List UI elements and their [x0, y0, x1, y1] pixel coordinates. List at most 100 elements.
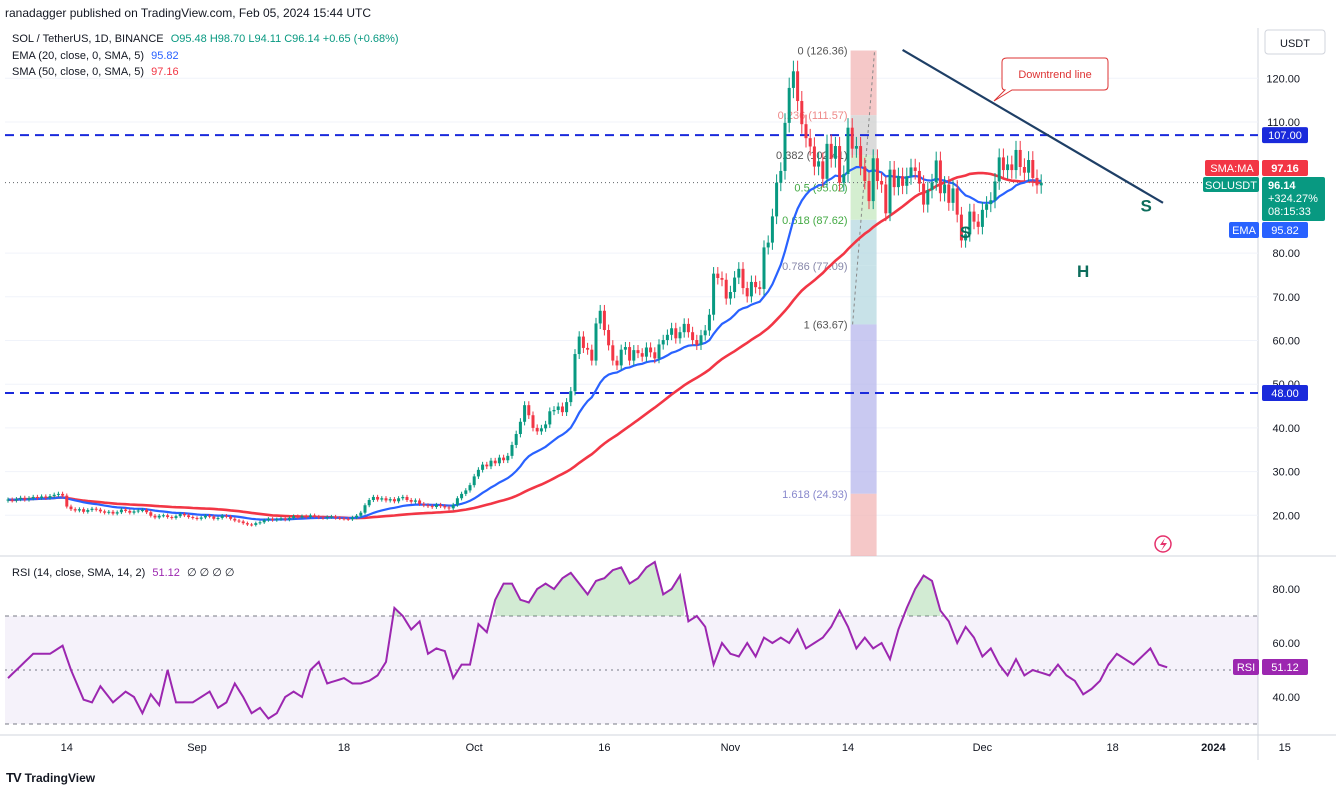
candle-body	[371, 496, 375, 501]
sma50-line	[7, 171, 1042, 520]
callout-text: Downtrend line	[1018, 69, 1091, 81]
horizontal-level-badge	[1262, 127, 1308, 144]
candle-body	[527, 405, 531, 416]
candle-body	[724, 279, 728, 299]
candle-body	[884, 184, 888, 214]
candle-body	[1022, 167, 1026, 173]
candle-body	[548, 411, 552, 425]
candle-body	[430, 506, 434, 508]
candle-body	[35, 496, 39, 498]
price-tick-label: 80.00	[1272, 248, 1300, 260]
candle-body	[128, 510, 132, 513]
candle-body	[653, 352, 657, 359]
candle-body	[245, 523, 249, 525]
time-tick-label: Nov	[721, 742, 741, 754]
candle-body	[838, 146, 842, 183]
head-label: H	[1077, 262, 1089, 281]
candle-body	[888, 169, 892, 214]
sma-legend[interactable]: SMA (50, close, 0, SMA, 5) 97.16	[12, 66, 179, 78]
candle-body	[69, 506, 73, 510]
candle-body	[233, 518, 237, 521]
price-tick-label: 40.00	[1272, 423, 1300, 435]
candle-body	[350, 517, 354, 520]
candle-body	[405, 496, 409, 501]
candle-body	[623, 347, 627, 350]
rsi-value-badge-text: 51.12	[1271, 662, 1299, 674]
candle-body	[149, 512, 153, 516]
candle-body	[787, 87, 791, 123]
rsi-tick-label: 60.00	[1272, 638, 1300, 650]
candle-body	[65, 495, 69, 507]
horizontal-level-label: 107.00	[1268, 130, 1302, 142]
fib-level-label: 0.618 (87.62)	[782, 215, 847, 227]
candle-body	[174, 516, 178, 518]
candle-body	[485, 464, 489, 467]
time-tick-label: Dec	[973, 742, 993, 754]
sma-name-badge	[1205, 160, 1259, 176]
ema-legend[interactable]: EMA (20, close, 0, SMA, 5) 95.82	[12, 50, 179, 62]
candle-body	[82, 509, 86, 512]
candle-body	[287, 517, 291, 520]
fib-trend-line	[852, 50, 876, 325]
candle-body	[77, 509, 81, 511]
candle-body	[418, 500, 422, 504]
candles-group	[6, 60, 1043, 527]
candle-body	[434, 504, 438, 507]
candle-body	[166, 515, 170, 518]
fib-level-label: 0.236 (111.57)	[778, 110, 848, 122]
candle-body	[6, 499, 10, 501]
candle-body	[833, 146, 837, 159]
candle-body	[443, 506, 447, 508]
candle-body	[800, 101, 804, 125]
alert-bolt-glyph	[1160, 538, 1167, 551]
time-tick-label: 14	[842, 742, 854, 754]
fib-level-label: 1 (63.67)	[804, 319, 848, 331]
candle-body	[976, 221, 980, 227]
candle-body	[892, 169, 896, 188]
candle-body	[695, 340, 699, 345]
price-tick-label: 110.00	[1267, 117, 1300, 129]
sma-legend-value: 97.16	[151, 66, 179, 78]
candle-body	[955, 188, 959, 215]
candle-body	[413, 500, 417, 502]
candle-body	[212, 516, 216, 519]
candle-body	[237, 520, 241, 522]
tradingview-logo-icon: TV	[6, 770, 22, 785]
candle-body	[1010, 164, 1014, 171]
rsi-tick-label: 80.00	[1272, 584, 1300, 596]
left-shoulder-label: S	[960, 223, 971, 242]
candle-body	[611, 345, 615, 361]
candle-body	[481, 464, 485, 470]
candle-body	[98, 509, 102, 512]
candle-body	[493, 460, 497, 464]
candle-body	[451, 504, 455, 509]
candle-body	[153, 515, 157, 518]
symbol-legend[interactable]: SOL / TetherUS, 1D, BINANCE O95.48 H98.7…	[12, 33, 399, 45]
candle-body	[817, 161, 821, 167]
candle-body	[254, 523, 258, 525]
candle-body	[397, 498, 401, 502]
candle-body	[90, 508, 94, 511]
candle-body	[195, 517, 199, 519]
candle-body	[821, 161, 825, 179]
candle-body	[594, 323, 598, 361]
rsi-legend[interactable]: RSI (14, close, SMA, 14, 2) 51.12 ∅ ∅ ∅ …	[12, 566, 234, 579]
candle-body	[392, 499, 396, 502]
candle-body	[728, 291, 732, 299]
symbol-badge	[1203, 177, 1259, 192]
candle-body	[997, 157, 1001, 182]
rsi-overbought-fill	[906, 575, 941, 616]
callout-box	[993, 57, 1109, 102]
candle-body	[657, 344, 661, 359]
candle-body	[300, 516, 304, 518]
tradingview-brand[interactable]: TV TradingView	[6, 770, 95, 785]
candle-body	[1014, 149, 1018, 171]
candle-body	[304, 516, 308, 518]
candle-body	[909, 167, 913, 177]
candle-body	[636, 350, 640, 354]
candle-body	[182, 513, 186, 516]
candle-body	[964, 234, 968, 241]
candle-body	[241, 521, 245, 524]
candle-body	[19, 497, 23, 500]
